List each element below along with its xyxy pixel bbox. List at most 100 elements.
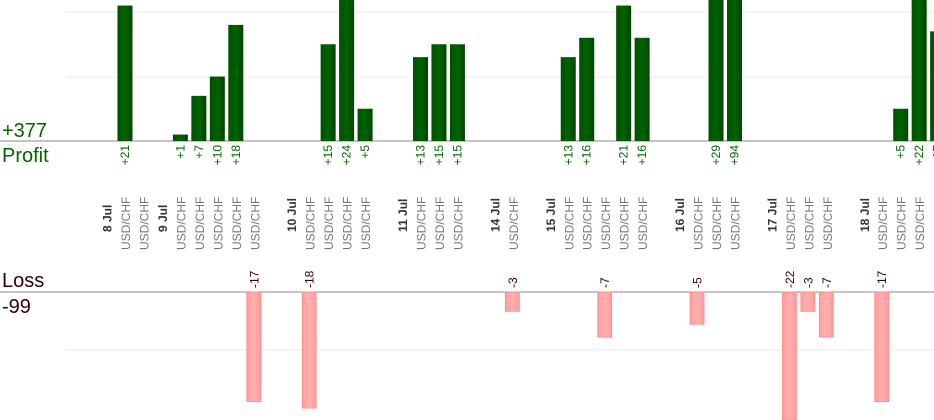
profit-total: +377	[2, 120, 48, 142]
pair-label: USD/CHF	[193, 197, 207, 250]
loss-total: -99	[2, 296, 31, 318]
loss-value-label: -22	[783, 270, 797, 288]
profit-value-label: +5	[358, 145, 372, 159]
profit-bar	[930, 31, 934, 142]
loss-value-label: -17	[247, 270, 261, 288]
loss-value-label: -7	[820, 277, 834, 288]
profit-value-label: +1	[173, 145, 187, 159]
profit-bars	[117, 0, 934, 142]
profit-bar	[431, 44, 447, 141]
profit-value-label: +18	[229, 145, 243, 166]
pair-label: USD/CHF	[137, 197, 151, 250]
profit-bar	[560, 57, 576, 141]
profit-bar	[209, 76, 225, 141]
profit-bar	[634, 37, 650, 141]
date-label: 14 Jul	[488, 198, 502, 232]
pair-label: USD/CHF	[728, 197, 742, 250]
loss-bar	[800, 291, 816, 312]
profit-value-label: +5	[894, 145, 908, 159]
pair-label: USD/CHF	[174, 197, 188, 250]
date-label: 11 Jul	[396, 199, 410, 232]
profit-bar	[320, 44, 336, 141]
loss-bar	[689, 291, 705, 325]
pair-label: USD/CHF	[507, 197, 521, 250]
loss-bar	[818, 291, 834, 338]
pair-label: USD/CHF	[230, 197, 244, 250]
pair-label: USD/CHF	[932, 197, 934, 250]
profit-value-label: +22	[912, 145, 926, 166]
date-label: 16 Jul	[673, 198, 687, 232]
profit-value-label: +94	[727, 145, 741, 166]
profit-value-label: +13	[413, 145, 427, 166]
profit-label: Profit	[2, 145, 49, 167]
pair-label: USD/CHF	[451, 197, 465, 250]
date-label: 9 Jul	[156, 205, 170, 232]
profit-bar	[708, 0, 724, 141]
pair-label: USD/CHF	[802, 197, 816, 250]
profit-value-label: +16	[580, 145, 594, 166]
profit-bar	[228, 24, 244, 141]
profit-value-label: +29	[709, 145, 723, 166]
profit-bar	[117, 5, 133, 141]
profit-bar	[449, 44, 465, 141]
profit-bar	[726, 0, 742, 141]
pair-label: USD/CHF	[211, 197, 225, 250]
pair-label: USD/CHF	[710, 197, 724, 250]
profit-bar	[616, 5, 632, 141]
date-label: 10 Jul	[285, 198, 299, 232]
pair-label: USD/CHF	[322, 197, 336, 250]
pair-label: USD/CHF	[562, 197, 576, 250]
loss-bar	[597, 291, 613, 338]
date-label: 18 Jul	[858, 198, 872, 232]
loss-bar	[874, 291, 890, 403]
pair-label: USD/CHF	[341, 197, 355, 250]
pair-label: USD/CHF	[433, 197, 447, 250]
profit-value-label: +10	[210, 145, 224, 166]
loss-value-label: -5	[691, 277, 705, 288]
loss-value-label: -3	[506, 277, 520, 288]
profit-bar	[357, 108, 373, 141]
pair-label: USD/CHF	[359, 197, 373, 250]
profit-bar	[412, 57, 428, 141]
pair-label: USD/CHF	[876, 197, 890, 250]
loss-bar	[301, 291, 317, 409]
date-label: 17 Jul	[765, 198, 779, 232]
profit-value-label: +15	[432, 145, 446, 166]
pair-label: USD/CHF	[913, 197, 927, 250]
pair-label: USD/CHF	[895, 197, 909, 250]
loss-value-label: -17	[875, 270, 889, 288]
profit-value-label: +21	[118, 145, 132, 166]
profit-bar	[191, 95, 207, 141]
pair-label: USD/CHF	[414, 197, 428, 250]
pair-label: USD/CHF	[692, 197, 706, 250]
pair-label: USD/CHF	[784, 197, 798, 250]
profit-value-label: +15	[321, 145, 335, 166]
pair-label: USD/CHF	[821, 197, 835, 250]
profit-value-label: +21	[617, 145, 631, 166]
category-labels: 8 Jul USD/CHF USD/CHF 9 Jul USD/CHF USD/CHF US…	[101, 197, 934, 250]
pair-label: USD/CHF	[581, 197, 595, 250]
profit-bar	[911, 0, 927, 141]
pair-label: USD/CHF	[248, 197, 262, 250]
pair-label: USD/CHF	[618, 197, 632, 250]
profit-bar	[172, 134, 188, 141]
loss-label: Loss	[2, 270, 45, 292]
loss-bar	[504, 291, 520, 312]
profit-bar	[893, 108, 909, 141]
pair-label: USD/CHF	[119, 197, 133, 250]
bar-value-labels: +21 +1 +7 +10 +18 -17 -18 +15 +24 +5 +13 +15 +15 -3 +1…	[118, 145, 934, 288]
date-label: 8 Jul	[101, 205, 115, 232]
profit-bar	[579, 37, 595, 141]
pair-label: USD/CHF	[599, 197, 613, 250]
loss-value-label: -7	[598, 277, 612, 288]
loss-value-label: -18	[303, 270, 317, 288]
pair-label: USD/CHF	[304, 197, 318, 250]
loss-value-label: -3	[801, 277, 815, 288]
profit-value-label: +17	[931, 145, 934, 166]
pair-label: USD/CHF	[636, 197, 650, 250]
date-label: 15 Jul	[544, 198, 558, 232]
loss-bars	[246, 291, 890, 420]
profit-value-label: +24	[340, 145, 354, 166]
profit-value-label: +7	[192, 145, 206, 159]
